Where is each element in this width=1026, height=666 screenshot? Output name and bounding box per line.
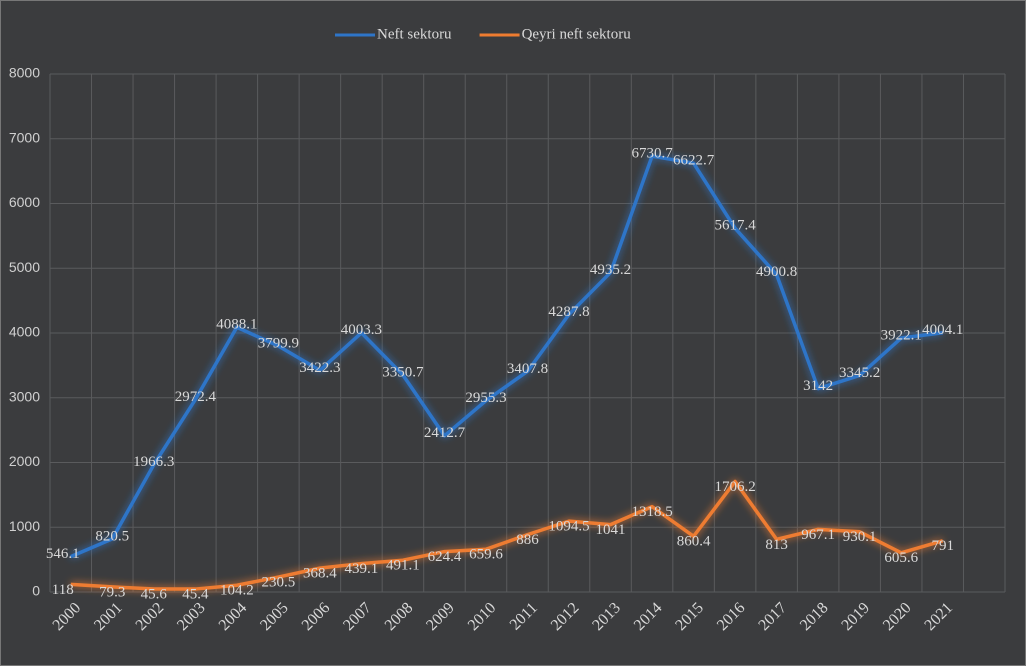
data-label: 546.1 — [46, 546, 80, 562]
data-label: 45.6 — [141, 586, 168, 602]
data-label: 3350.7 — [382, 364, 424, 380]
data-label: 2412.7 — [424, 425, 466, 441]
data-label: 79.3 — [99, 584, 125, 600]
data-label: 1094.5 — [548, 519, 589, 535]
y-tick-label: 5000 — [9, 259, 40, 275]
legend-label: Neft sektoru — [377, 26, 452, 42]
data-label: 886 — [516, 532, 539, 548]
y-tick-label: 8000 — [9, 65, 40, 81]
data-label: 930.1 — [843, 529, 877, 545]
data-label: 6730.7 — [631, 146, 673, 162]
data-label: 104.2 — [220, 583, 254, 599]
y-tick-label: 1000 — [9, 518, 40, 534]
data-label: 368.4 — [303, 566, 337, 582]
y-tick-label: 7000 — [9, 129, 40, 145]
data-label: 4900.8 — [756, 264, 797, 280]
data-label: 4003.3 — [341, 322, 382, 338]
data-label: 791 — [931, 538, 954, 554]
data-label: 118 — [52, 582, 74, 598]
data-label: 4088.1 — [216, 317, 257, 333]
y-tick-label: 4000 — [9, 324, 40, 340]
data-label: 3142 — [803, 378, 833, 394]
data-label: 439.1 — [345, 561, 379, 577]
y-tick-label: 2000 — [9, 453, 40, 469]
data-label: 820.5 — [95, 528, 129, 544]
data-label: 3407.8 — [507, 361, 548, 377]
series-line — [70, 479, 944, 591]
data-label: 1041 — [596, 522, 626, 538]
series-line — [70, 154, 943, 559]
data-label: 813 — [765, 537, 788, 553]
y-tick-label: 0 — [32, 583, 40, 599]
data-label: 605.6 — [884, 550, 918, 566]
data-label: 2955.3 — [465, 390, 506, 406]
data-label: 6622.7 — [673, 153, 715, 169]
data-label: 4935.2 — [590, 262, 631, 278]
data-label: 3422.3 — [299, 360, 340, 376]
data-label: 3922.1 — [881, 327, 922, 343]
data-label: 624.4 — [428, 549, 462, 565]
legend-label: Qeyri neft sektoru — [522, 26, 632, 42]
data-label: 5617.4 — [714, 218, 756, 234]
data-label: 860.4 — [677, 534, 711, 550]
data-label: 230.5 — [261, 575, 295, 591]
data-label: 659.6 — [469, 547, 503, 563]
data-label: 3799.9 — [258, 335, 299, 351]
data-label: 1706.2 — [714, 479, 755, 495]
y-tick-label: 3000 — [9, 388, 40, 404]
data-label: 1318.5 — [631, 504, 672, 520]
data-label: 2972.4 — [175, 389, 217, 405]
data-label: 4004.1 — [922, 322, 963, 338]
y-tick-label: 6000 — [9, 194, 40, 210]
data-label: 967.1 — [801, 527, 835, 543]
data-label: 45.4 — [182, 586, 209, 602]
data-label: 1966.3 — [133, 454, 174, 470]
data-label: 4287.8 — [548, 304, 589, 320]
data-label: 491.1 — [386, 558, 420, 574]
data-label: 3345.2 — [839, 365, 880, 381]
